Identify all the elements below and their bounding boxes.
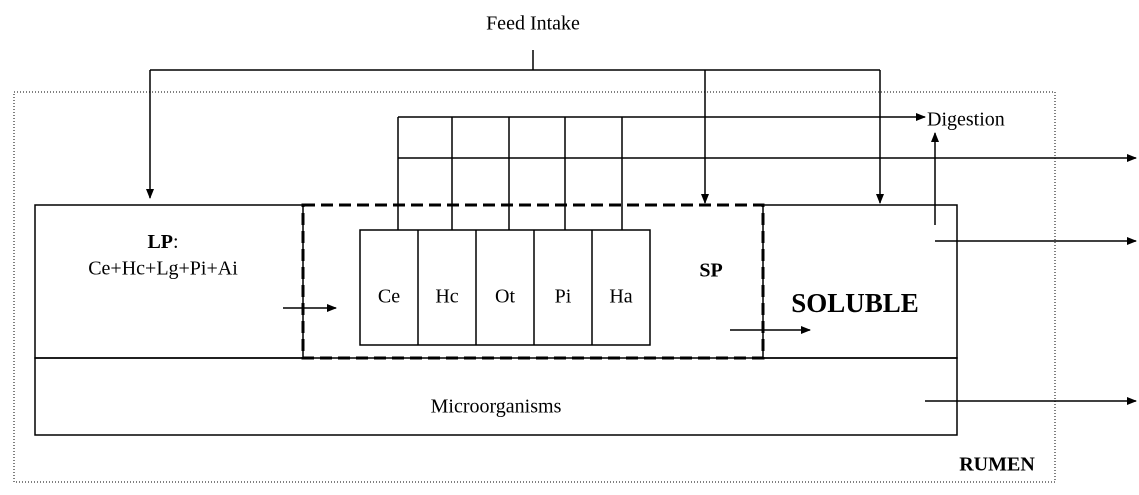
lp-name: LP bbox=[147, 231, 173, 253]
component: Ot bbox=[495, 286, 515, 308]
sp-label: SP bbox=[699, 260, 722, 282]
lp-box bbox=[34, 204, 304, 359]
soluble-label: SOLUBLE bbox=[791, 288, 919, 318]
rumen-border bbox=[13, 91, 1056, 483]
microorganisms-label: Microorganisms bbox=[431, 396, 562, 418]
soluble-box bbox=[762, 204, 958, 359]
rumen-label: RUMEN bbox=[959, 454, 1035, 476]
component: Ce bbox=[378, 286, 400, 308]
components-box bbox=[359, 229, 651, 346]
feed-lines bbox=[146, 50, 884, 204]
lp-colon: : bbox=[173, 231, 179, 253]
lp-formula: Ce+Hc+Lg+Pi+Ai bbox=[88, 258, 238, 280]
component-lines bbox=[283, 113, 1137, 405]
component: Ha bbox=[609, 286, 632, 308]
sp-box bbox=[301, 203, 765, 360]
component: Pi bbox=[555, 286, 572, 308]
microorganisms-box bbox=[34, 357, 958, 436]
component: Hc bbox=[435, 286, 458, 308]
lp-label: LP: bbox=[147, 231, 178, 253]
feed-intake: Feed Intake bbox=[486, 13, 580, 35]
digestion-label: Digestion bbox=[927, 109, 1005, 131]
